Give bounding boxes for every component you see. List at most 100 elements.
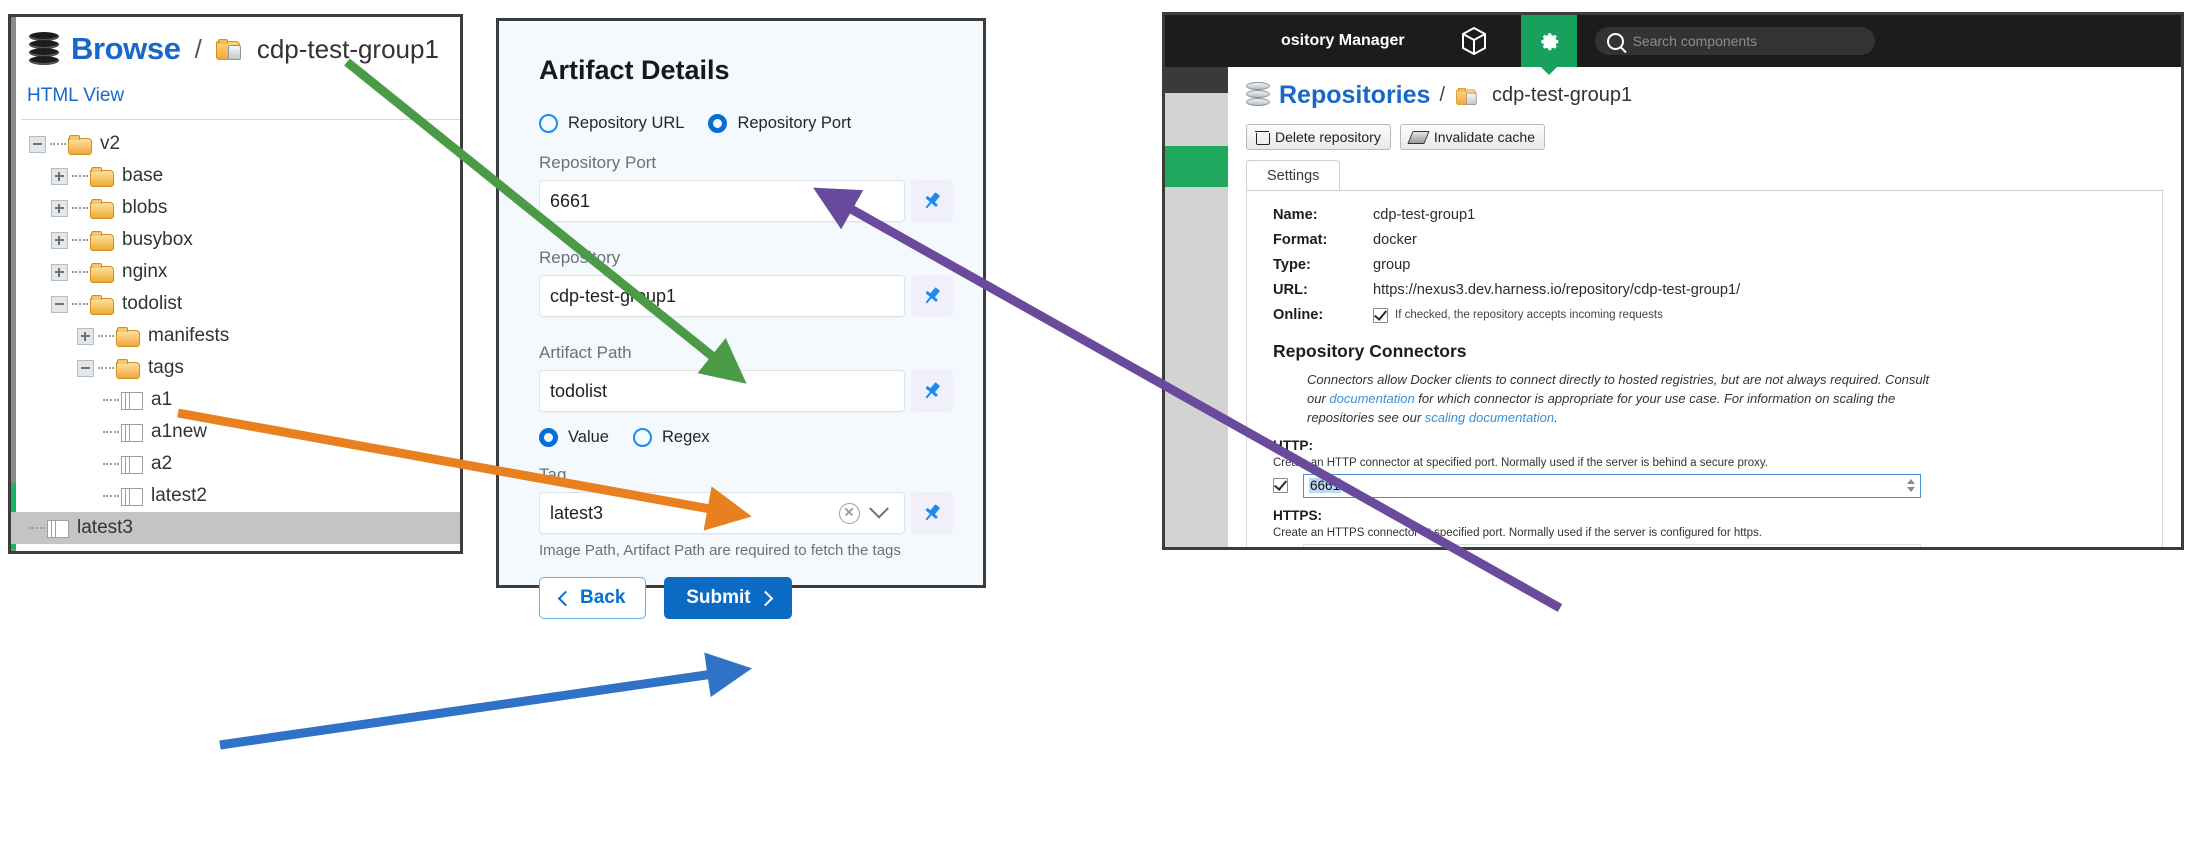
tree-connector xyxy=(103,495,119,497)
rail-block-1 xyxy=(1165,93,1228,146)
html-view-link[interactable]: HTML View xyxy=(27,85,125,106)
breadcrumb-repo-name: cdp-test-group1 xyxy=(256,33,439,64)
tree-connector xyxy=(50,143,66,145)
tree-node-a1new[interactable]: a1new xyxy=(29,416,460,448)
settings-panel: Name: cdp-test-group1 Format: docker Type: gr… xyxy=(1246,191,2163,550)
online-note: If checked, the repository accepts incom… xyxy=(1395,309,1663,321)
browse-title: Browse xyxy=(71,31,181,66)
tree-node-latest3[interactable]: latest3 xyxy=(11,512,460,544)
tree-connector xyxy=(72,271,88,273)
https-port-row xyxy=(1273,543,1921,550)
search-components-input[interactable]: Search components xyxy=(1594,27,1875,55)
tag-input[interactable]: latest3 xyxy=(539,492,905,534)
repository-pin-button[interactable] xyxy=(911,275,953,317)
invalidate-cache-button[interactable]: Invalidate cache xyxy=(1399,124,1546,150)
collapse-icon[interactable] xyxy=(29,135,46,153)
folder-icon xyxy=(90,166,114,187)
expand-icon[interactable] xyxy=(51,199,68,217)
artifact-path-value: todolist xyxy=(550,380,608,401)
tree-connector xyxy=(103,399,119,401)
collapse-icon[interactable] xyxy=(51,295,68,313)
detail-row: URL: https://nexus3.dev.harness.io/reposi… xyxy=(1273,282,2162,298)
folder-icon xyxy=(90,262,114,283)
delete-repository-button[interactable]: Delete repository xyxy=(1246,124,1391,150)
repository-port-input[interactable]: 6661 xyxy=(539,180,905,222)
http-port-row: 6661 xyxy=(1273,473,1921,498)
detail-row: Format: docker xyxy=(1273,232,2162,248)
tree-node-label: nginx xyxy=(122,261,168,282)
cube-icon[interactable] xyxy=(1461,26,1487,56)
artifact-path-pin-button[interactable] xyxy=(911,370,953,412)
pin-icon xyxy=(919,500,944,525)
radio-repository-url[interactable] xyxy=(539,114,558,133)
tree-node-base[interactable]: base xyxy=(29,160,460,192)
tree-node-latest2[interactable]: latest2 xyxy=(29,480,460,512)
https-port-stepper[interactable] xyxy=(1907,549,1915,550)
blurb-part-3: . xyxy=(1554,410,1558,426)
tree-node-v2[interactable]: v2 xyxy=(29,128,460,160)
https-description: Create an HTTPS connector at specified p… xyxy=(1273,526,1762,539)
radio-repository-port[interactable] xyxy=(708,114,728,133)
back-button[interactable]: Back xyxy=(539,577,647,619)
folder-icon xyxy=(90,230,114,251)
tag-row: latest3 xyxy=(539,492,953,534)
path-mode-radio-group: Value Regex xyxy=(539,428,953,447)
expand-icon[interactable] xyxy=(51,167,68,185)
repository-input[interactable]: cdp-test-group1 xyxy=(539,275,905,317)
detail-key: Type: xyxy=(1273,257,1311,273)
cube-icon-svg xyxy=(1461,26,1486,56)
http-port-value: 6661 xyxy=(1309,478,1342,494)
repository-row: cdp-test-group1 xyxy=(539,275,953,317)
radio-value-label: Value xyxy=(568,428,609,446)
expand-icon[interactable] xyxy=(77,327,94,345)
clear-icon[interactable] xyxy=(839,502,860,524)
tree-node-label: tags xyxy=(148,357,184,378)
settings-gear-tab[interactable] xyxy=(1520,15,1577,67)
expand-icon[interactable] xyxy=(51,263,68,281)
tree-node-tags[interactable]: tags xyxy=(29,352,460,384)
radio-regex[interactable] xyxy=(632,428,652,447)
database-icon xyxy=(29,32,59,66)
tree-node-a1[interactable]: a1 xyxy=(29,384,460,416)
radio-value[interactable] xyxy=(539,428,558,447)
tree-node-blobs[interactable]: blobs xyxy=(29,192,460,224)
tree-node-todolist[interactable]: todolist xyxy=(29,288,460,320)
eraser-icon xyxy=(1407,130,1430,144)
tree-node-label: v2 xyxy=(100,133,121,154)
tree-node-nginx[interactable]: nginx xyxy=(29,256,460,288)
documentation-link[interactable]: documentation xyxy=(1329,391,1415,407)
http-port-stepper[interactable] xyxy=(1907,479,1915,493)
source-type-radio-group: Repository URL Repository Port xyxy=(539,114,953,133)
artifact-path-input[interactable]: todolist xyxy=(539,370,905,412)
tag-pin-button[interactable] xyxy=(911,492,953,534)
pin-icon xyxy=(919,283,944,308)
tree-node-label: blobs xyxy=(122,197,168,218)
file-stack-icon xyxy=(121,390,143,411)
artifact-details-dialog: Artifact Details Repository URL Reposito… xyxy=(496,18,986,619)
http-port-input[interactable]: 6661 xyxy=(1303,473,1921,498)
online-checkbox[interactable] xyxy=(1373,307,1388,323)
scaling-documentation-link[interactable]: scaling documentation xyxy=(1424,410,1555,426)
repository-port-pin-button[interactable] xyxy=(911,180,953,222)
chevron-right-icon xyxy=(757,590,773,606)
detail-value: https://nexus3.dev.harness.io/repository… xyxy=(1373,282,1741,298)
blue-arrow xyxy=(219,652,752,750)
expand-icon[interactable] xyxy=(51,231,68,249)
tab-bar: Settings xyxy=(1246,160,2163,191)
tree-node-label: manifests xyxy=(148,325,230,346)
tree-node-busybox[interactable]: busybox xyxy=(29,224,460,256)
online-key: Online: xyxy=(1273,307,1324,323)
folder-icon xyxy=(116,358,140,379)
http-enable-checkbox[interactable] xyxy=(1273,478,1288,494)
tree-node-manifests[interactable]: manifests xyxy=(29,320,460,352)
chevron-down-icon[interactable] xyxy=(869,498,889,519)
tree-node-a2[interactable]: a2 xyxy=(29,448,460,480)
https-enable-checkbox[interactable] xyxy=(1273,548,1288,550)
tree-connector xyxy=(72,207,88,209)
https-port-input[interactable] xyxy=(1303,543,1921,550)
file-stack-icon xyxy=(121,422,143,443)
tab-settings[interactable]: Settings xyxy=(1246,160,1341,190)
submit-button[interactable]: Submit xyxy=(664,577,793,619)
collapse-icon[interactable] xyxy=(77,359,94,377)
tree-connector xyxy=(72,175,88,177)
